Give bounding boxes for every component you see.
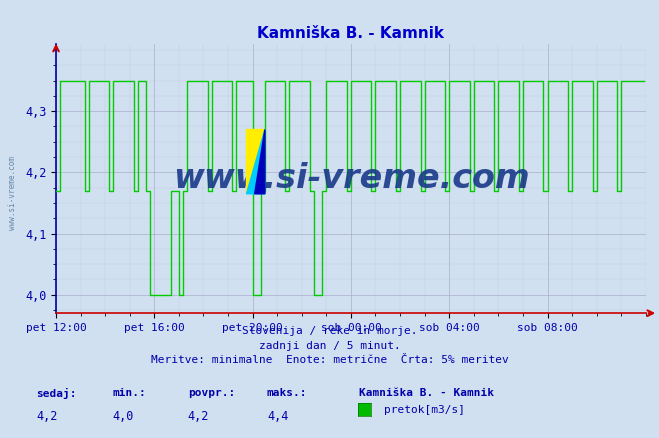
Text: 4,0: 4,0 bbox=[112, 410, 133, 423]
Text: pretok[m3/s]: pretok[m3/s] bbox=[384, 405, 465, 414]
Text: Meritve: minimalne  Enote: metrične  Črta: 5% meritev: Meritve: minimalne Enote: metrične Črta:… bbox=[151, 355, 508, 365]
Title: Kamniška B. - Kamnik: Kamniška B. - Kamnik bbox=[258, 26, 444, 41]
Text: www.si-vreme.com: www.si-vreme.com bbox=[173, 162, 529, 195]
Text: zadnji dan / 5 minut.: zadnji dan / 5 minut. bbox=[258, 341, 401, 351]
Text: Slovenija / reke in morje.: Slovenija / reke in morje. bbox=[242, 326, 417, 336]
Text: Kamniška B. - Kamnik: Kamniška B. - Kamnik bbox=[359, 388, 494, 398]
Text: 4,2: 4,2 bbox=[36, 410, 57, 423]
Text: min.:: min.: bbox=[112, 388, 146, 398]
Text: 4,4: 4,4 bbox=[267, 410, 288, 423]
Polygon shape bbox=[246, 130, 265, 194]
Text: sedaj:: sedaj: bbox=[36, 388, 76, 399]
Text: povpr.:: povpr.: bbox=[188, 388, 235, 398]
Polygon shape bbox=[246, 130, 265, 194]
Polygon shape bbox=[254, 130, 265, 194]
Text: maks.:: maks.: bbox=[267, 388, 307, 398]
Text: 4,2: 4,2 bbox=[188, 410, 209, 423]
Text: www.si-vreme.com: www.si-vreme.com bbox=[8, 156, 17, 230]
